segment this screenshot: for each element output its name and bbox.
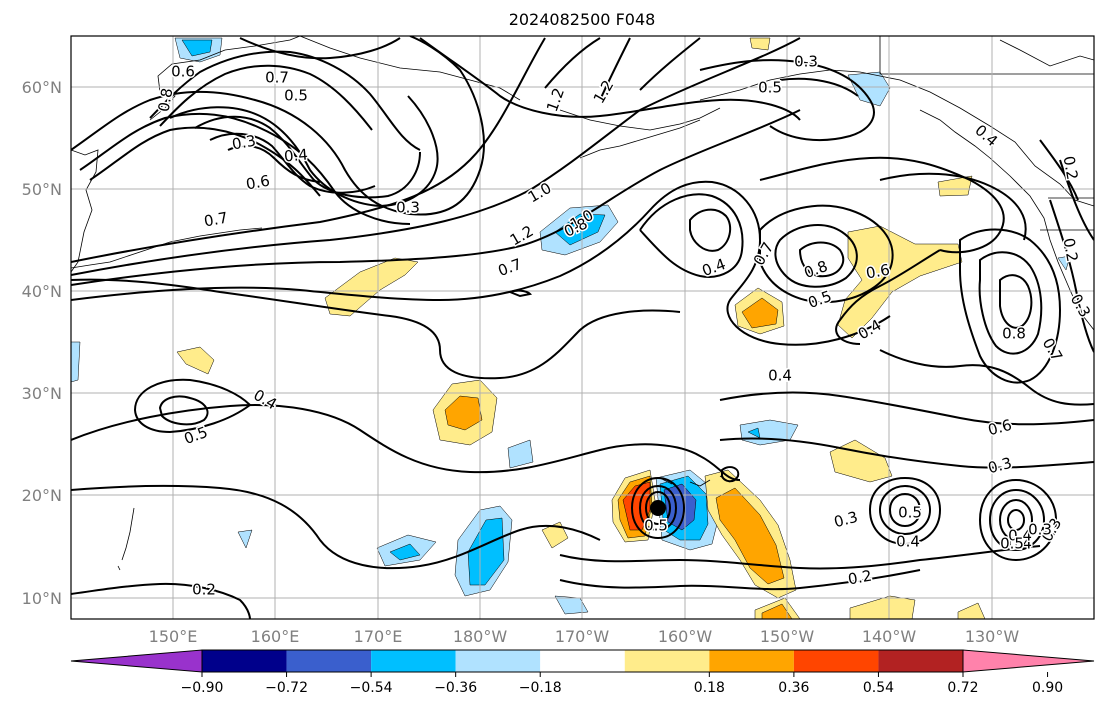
contour-label: 0.8 bbox=[1002, 325, 1026, 343]
lat-label: 40°N bbox=[22, 282, 62, 301]
longitude-labels: 150°E 160°E 170°E 180°W 170°W 160°W 150°… bbox=[149, 627, 1020, 646]
colorbar-tick-label: −0.90 bbox=[181, 680, 224, 696]
colorbar-outline bbox=[201, 649, 964, 673]
map-title: 2024082500 F048 bbox=[509, 10, 656, 29]
lon-label: 160°W bbox=[658, 627, 713, 646]
lon-label: 150°E bbox=[149, 627, 198, 646]
contour-label: 0.2 bbox=[192, 581, 216, 599]
contour-label: 0.7 bbox=[203, 209, 230, 231]
lon-label: 170°W bbox=[555, 627, 610, 646]
colorbar-segment bbox=[540, 650, 625, 672]
lon-label: 170°E bbox=[354, 627, 403, 646]
map-area: 0.6 0.70.50.80.30.40.60.70.31.01.2 1.21.01… bbox=[71, 36, 1094, 619]
contour-label: 0.7 bbox=[265, 69, 289, 87]
colorbar-tick-label: 0.18 bbox=[694, 680, 725, 696]
lat-label: 50°N bbox=[22, 180, 62, 199]
lon-label: 140°W bbox=[862, 627, 917, 646]
lon-label: 160°E bbox=[251, 627, 300, 646]
colorbar-tick-label: 0.72 bbox=[947, 680, 978, 696]
colorbar-tick-label: 0.90 bbox=[1032, 680, 1063, 696]
contour-label: 0.6 bbox=[245, 172, 272, 194]
contour-label: 0.5 bbox=[1000, 535, 1024, 553]
colorbar-extend-max bbox=[962, 649, 1095, 673]
colorbar-segment bbox=[709, 650, 794, 672]
contour-label: 0.6 bbox=[171, 63, 195, 81]
colorbar-tick-label: 0.54 bbox=[863, 680, 894, 696]
contour-label: 0.3 bbox=[794, 53, 818, 71]
latitude-labels: 60°N 50°N 40°N 30°N 20°N 10°N bbox=[22, 78, 62, 608]
contour-label: 0.5 bbox=[898, 504, 922, 522]
colorbar-segment bbox=[286, 650, 372, 672]
shaded-field bbox=[71, 37, 1071, 619]
contour-label: 0.4 bbox=[1008, 527, 1032, 545]
contour-label: 0.3 bbox=[1028, 521, 1052, 539]
contour-label: 0.5 bbox=[284, 87, 308, 105]
contour-label: 0.5 bbox=[758, 79, 782, 97]
colorbar-segment bbox=[793, 650, 879, 672]
storm-center-marker bbox=[650, 500, 666, 516]
colorbar-segment bbox=[455, 650, 541, 672]
contour-label: 0.4 bbox=[896, 533, 920, 551]
contour-label: 0.5 bbox=[644, 517, 668, 535]
contour-label: 0.4 bbox=[768, 367, 792, 385]
colorbar-tick-label: −0.36 bbox=[434, 680, 477, 696]
lat-label: 30°N bbox=[22, 384, 62, 403]
contour-label: 0.4 bbox=[283, 145, 308, 165]
colorbar-tick-label: −0.54 bbox=[350, 680, 393, 696]
contour-label: 0.4 bbox=[1008, 535, 1032, 553]
colorbar-extend-min bbox=[70, 649, 203, 673]
colorbar-segment bbox=[202, 650, 287, 672]
colorbar-tick-label: 0.36 bbox=[778, 680, 809, 696]
lat-label: 60°N bbox=[22, 78, 62, 97]
lon-label: 130°W bbox=[965, 627, 1020, 646]
lat-label: 10°N bbox=[22, 589, 62, 608]
colorbar: −0.90 −0.72 −0.54 −0.36 −0.18 0.18 0.36 0.54 0.7… bbox=[70, 649, 1095, 696]
colorbar-segment bbox=[624, 650, 710, 672]
colorbar-segment bbox=[371, 650, 456, 672]
contour-label: 0.3 bbox=[396, 199, 420, 217]
lon-label: 150°W bbox=[760, 627, 815, 646]
lat-label: 20°N bbox=[22, 486, 62, 505]
colorbar-segment bbox=[878, 650, 963, 672]
lon-label: 180°W bbox=[453, 627, 508, 646]
contour-lines bbox=[71, 36, 1094, 619]
colorbar-tick-label: −0.72 bbox=[265, 680, 308, 696]
map-frame bbox=[70, 35, 1095, 620]
colorbar-tick-label: −0.18 bbox=[519, 680, 562, 696]
